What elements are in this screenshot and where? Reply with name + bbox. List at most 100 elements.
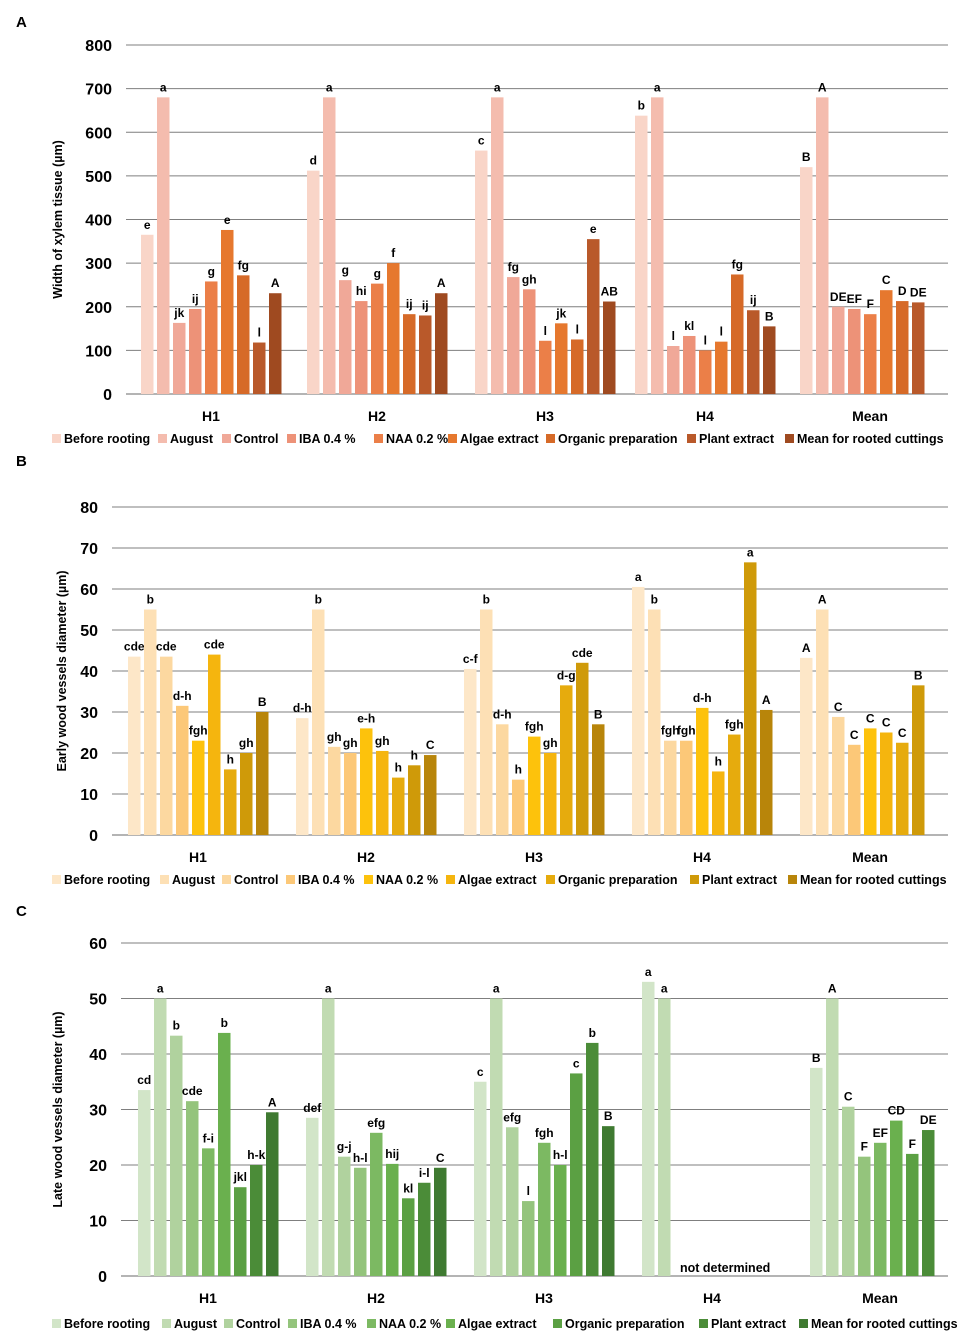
bar [523, 289, 536, 394]
significance-label: h [411, 748, 418, 762]
bar [475, 150, 488, 394]
bar [744, 562, 757, 835]
significance-label: b [651, 593, 658, 607]
significance-label: kl [684, 319, 694, 333]
significance-label: A [762, 693, 771, 707]
bar [570, 1073, 583, 1276]
legend-label: Control [234, 432, 278, 446]
significance-label: cd [137, 1073, 151, 1087]
legend-label: IBA 0.4 % [300, 1317, 357, 1331]
bar [728, 734, 741, 835]
y-tick-label: 70 [80, 541, 98, 558]
bar [491, 97, 504, 394]
significance-label: jk [555, 306, 566, 320]
bar [370, 1132, 383, 1276]
significance-label: c [573, 1056, 580, 1070]
bar [506, 1127, 519, 1276]
y-tick-label: 400 [85, 213, 112, 230]
legend-swatch [364, 875, 373, 884]
significance-label: f [391, 246, 396, 260]
bar [160, 656, 173, 835]
category-label: H3 [535, 1290, 553, 1306]
bar [474, 1081, 487, 1276]
bar [522, 1201, 535, 1276]
bar [800, 167, 813, 394]
legend-swatch [52, 875, 61, 884]
bar [651, 97, 664, 394]
significance-label: fgh [725, 718, 744, 732]
bar [667, 346, 680, 394]
y-tick-label: 60 [80, 582, 98, 599]
legend-swatch [160, 875, 169, 884]
bar [434, 1167, 447, 1276]
panel-letter-a: A [16, 14, 27, 31]
significance-label: b [638, 99, 645, 113]
significance-label: F [867, 297, 874, 311]
significance-label: EF [873, 1126, 888, 1140]
significance-label: l [672, 329, 675, 343]
bar [571, 339, 584, 394]
panel-b: B 0 10 20 30 40 50 60 70 80 Early wood vessels di… [0, 453, 970, 896]
legend-swatch [52, 434, 61, 443]
significance-label: C [882, 273, 891, 287]
significance-label: C [882, 716, 891, 730]
significance-label: DE [830, 290, 847, 304]
significance-label: A [818, 593, 827, 607]
bar [512, 779, 525, 835]
significance-label: F [909, 1137, 916, 1151]
legend-label: IBA 0.4 % [298, 873, 355, 887]
bar [496, 724, 509, 835]
category-label: H1 [189, 849, 207, 865]
y-tick-label: 0 [89, 828, 98, 845]
y-axis-label: Late wood vessels diameter (µm) [51, 1011, 65, 1207]
legend-swatch [288, 1319, 297, 1328]
bar [906, 1153, 919, 1276]
bar [642, 981, 655, 1276]
significance-label: c [478, 134, 485, 148]
significance-label: a [326, 80, 333, 94]
significance-label: C [866, 711, 875, 725]
bar [826, 998, 839, 1276]
legend-swatch [374, 434, 383, 443]
significance-label: cde [124, 640, 145, 654]
bar [480, 609, 493, 835]
bar [176, 705, 189, 835]
bar [403, 314, 416, 394]
significance-label: CD [888, 1104, 906, 1118]
bar [490, 998, 503, 1276]
significance-label: cde [156, 640, 177, 654]
bar [419, 315, 432, 394]
significance-label: B [258, 695, 267, 709]
bar [141, 234, 154, 394]
bar [763, 326, 776, 394]
bar [747, 310, 760, 394]
significance-label: cde [204, 638, 225, 652]
significance-label: hij [385, 1147, 399, 1161]
bar [731, 274, 744, 394]
bar [699, 350, 712, 394]
significance-label: C [426, 738, 435, 752]
bar [864, 314, 877, 394]
significance-label: d-h [493, 707, 512, 721]
significance-label: jkl [233, 1170, 247, 1184]
bar [354, 1167, 367, 1276]
legend-label: IBA 0.4 % [299, 432, 356, 446]
bar [664, 740, 677, 835]
legend-swatch [158, 434, 167, 443]
bar [528, 736, 541, 835]
significance-label: F [861, 1140, 868, 1154]
y-tick-label: 30 [89, 1103, 107, 1120]
legend-label: Mean for rooted cuttings [800, 873, 947, 887]
significance-label: A [802, 641, 811, 655]
bar [338, 1156, 351, 1276]
significance-label: l [576, 322, 579, 336]
bar [386, 1163, 399, 1276]
bar [539, 340, 552, 394]
legend-label: Algae extract [458, 1317, 537, 1331]
significance-label: a [160, 80, 167, 94]
legend-label: Plant extract [699, 432, 775, 446]
y-tick-label: 300 [85, 256, 112, 273]
y-tick-label: 40 [89, 1047, 107, 1064]
significance-label: d-h [293, 701, 312, 715]
significance-label: a [325, 982, 332, 996]
